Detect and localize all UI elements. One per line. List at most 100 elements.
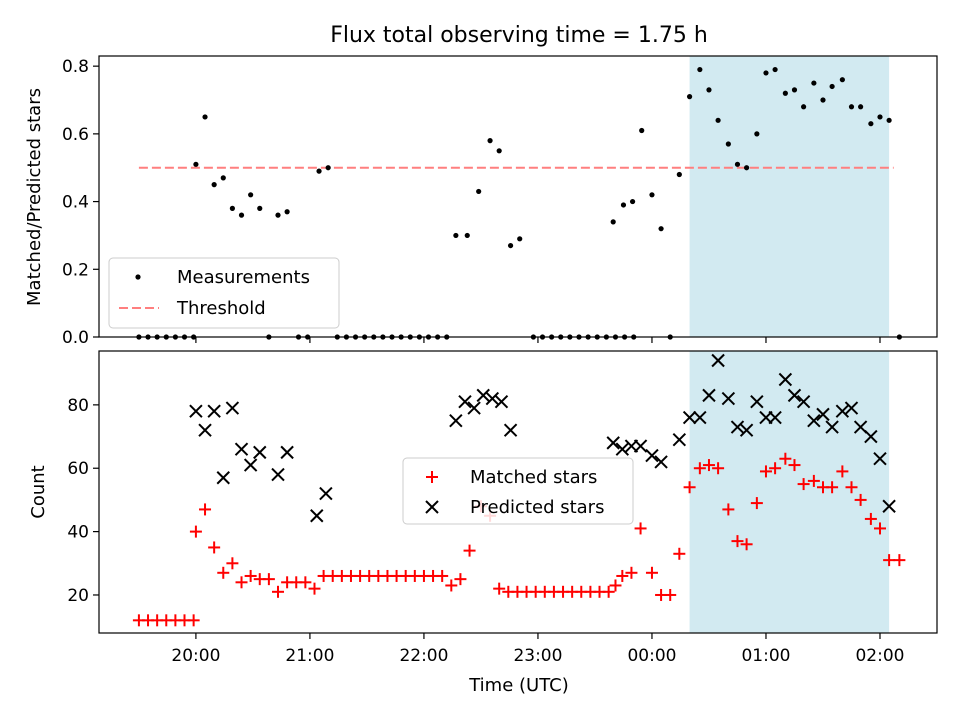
bottom-legend: Matched stars Predicted stars [402,457,634,525]
bottom-xlabel: Time (UTC) [468,675,569,696]
bottom-shaded-span [689,351,890,633]
measurement-point [517,236,523,242]
predicted-point [816,407,830,422]
matched-point [807,474,820,487]
measurement-point [725,141,731,147]
measurement-point [257,205,263,211]
matched-point [445,579,458,592]
matched-point [826,481,839,494]
predicted-point [271,467,285,482]
measurement-point [697,66,703,73]
bottom-legend-box [402,457,634,525]
matched-point [244,569,257,582]
chart-title: Flux total observing time = 1.75 h [330,23,708,48]
measurement-point [316,168,322,174]
bottom-markers [132,353,906,627]
measurement-point [453,232,459,239]
matched-point [226,557,239,570]
matched-legend-label: Matched stars [470,467,597,488]
measurement-point [325,165,331,171]
matched-point [616,569,629,582]
matched-point [189,525,202,538]
matched-point [609,579,622,592]
predicted-point [787,388,802,403]
bottom-ytick-label: 80 [67,396,89,416]
predicted-point [778,372,793,387]
measurement-point [610,219,616,225]
measurement-point [782,90,788,96]
measurement-point [507,242,514,249]
predicted-point [253,445,267,460]
top-yticks: 0.0 0.2 0.4 0.6 0.8 [62,57,99,348]
matched-point [893,554,906,567]
predicted-legend-label: Predicted stars [470,497,604,518]
measurement-point [676,171,682,178]
measurement-legend-label: Measurements [177,267,310,288]
matched-point [759,465,772,478]
matched-point [864,512,877,525]
bottom-ytick-label: 20 [67,586,89,606]
measurement-point [229,205,235,211]
matched-point [769,462,782,475]
predicted-point [645,448,659,463]
matched-point [299,576,312,589]
matched-point [854,493,867,506]
measurement-point [801,104,807,110]
measurement-point [248,192,254,198]
measurement-point [734,161,741,167]
matched-point [788,459,801,472]
predicted-point [702,388,716,403]
predicted-point [711,353,725,368]
matched-point [664,588,677,601]
matched-point [308,582,321,595]
bottom-xtick-label: 21:00 [285,646,334,666]
predicted-point [458,394,472,409]
bottom-xtick-label: 02:00 [855,646,904,666]
measurement-point [202,114,208,120]
measurement-point [658,226,664,232]
measurement-point [772,66,778,73]
measurement-point [811,80,817,86]
predicted-point [844,401,859,415]
predicted-point [503,423,518,437]
predicted-point [449,414,463,428]
measurement-point [496,148,502,154]
top-ytick-label: 0.4 [62,193,89,213]
measurement-point [706,87,712,93]
matched-point [873,522,886,535]
measurement-point [877,114,883,120]
predicted-point [225,401,240,415]
predicted-point [768,410,782,425]
measurement-point [763,70,769,76]
predicted-point [721,391,736,406]
measurement-point [639,127,645,134]
predicted-point [654,455,668,469]
predicted-point [739,423,754,437]
bottom-ylabel: Count [28,465,49,518]
matched-point [454,573,467,586]
matched-point [702,459,715,472]
top-ytick-label: 0.0 [62,328,89,348]
matched-legend-marker [426,471,438,483]
bottom-panel: 20:00 21:00 22:00 23:00 00:00 01:00 02:00 20 40… [28,350,938,696]
predicted-point [807,414,821,428]
matched-point [683,481,696,494]
bottom-frame [98,350,938,634]
bottom-yticks: 20 40 60 80 [67,396,99,606]
matched-point [187,614,200,627]
matched-point [693,462,706,475]
top-frame [98,55,938,338]
measurement-point [829,83,835,90]
matched-point [845,481,858,494]
predicted-point [750,394,764,409]
matched-point [645,566,658,579]
top-panel: 0.00.20.40.60.8 Matched/Predicted stars … [24,55,938,348]
top-ylabel: Matched/Predicted stars [24,88,45,306]
bottom-xtick-label: 20:00 [171,646,220,666]
bottom-xtick-label: 00:00 [627,646,676,666]
predicted-point [615,442,630,456]
matched-point [272,585,285,598]
predicted-point [467,401,481,415]
matched-point [463,544,476,557]
